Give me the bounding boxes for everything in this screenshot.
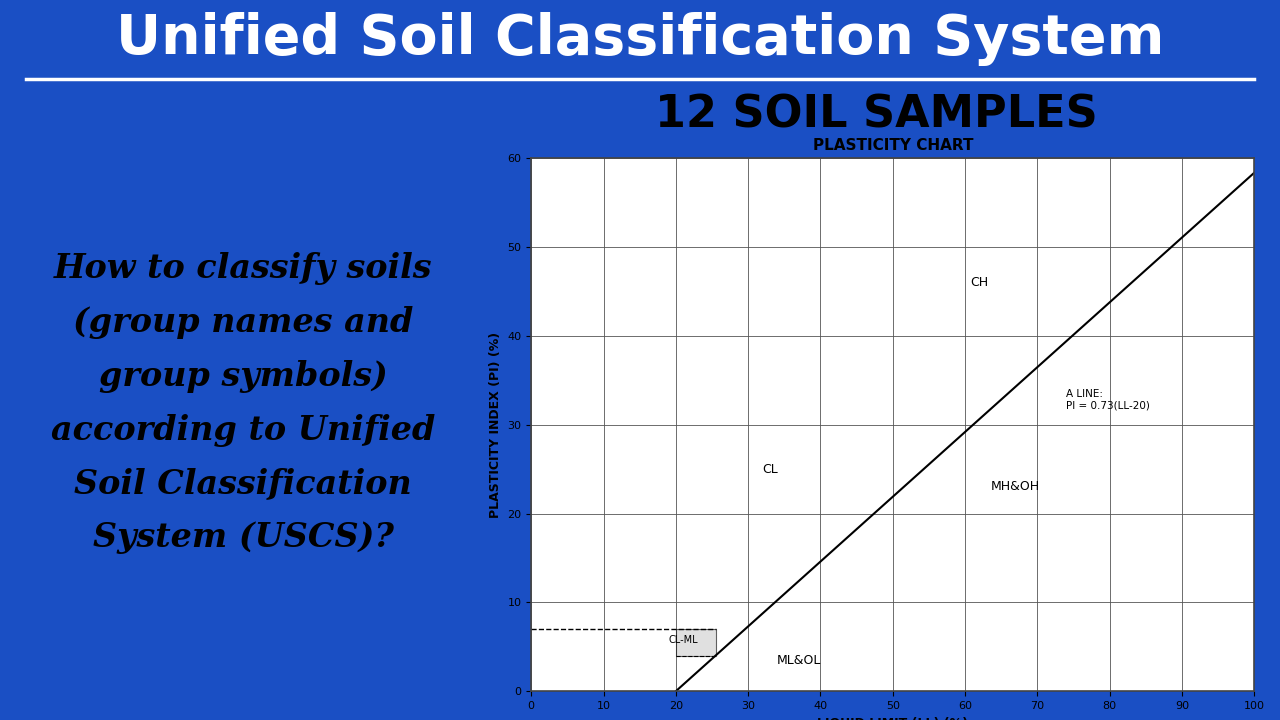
Text: MH&OH: MH&OH (991, 480, 1041, 493)
Title: PLASTICITY CHART: PLASTICITY CHART (813, 138, 973, 153)
Text: How to classify soils
(group names and
group symbols)
according to Unified
Soil : How to classify soils (group names and g… (51, 252, 435, 554)
Text: A LINE:
PI = 0.73(LL-20): A LINE: PI = 0.73(LL-20) (1066, 390, 1151, 411)
Text: 12 SOIL SAMPLES: 12 SOIL SAMPLES (655, 94, 1098, 137)
Y-axis label: PLASTICITY INDEX (PI) (%): PLASTICITY INDEX (PI) (%) (489, 332, 502, 518)
Text: Unified Soil Classification System: Unified Soil Classification System (115, 12, 1165, 66)
Text: CL: CL (762, 463, 778, 476)
Polygon shape (676, 629, 717, 656)
Text: CH: CH (970, 276, 988, 289)
Text: CL-ML: CL-ML (668, 635, 698, 644)
Text: ML&OL: ML&OL (777, 654, 820, 667)
X-axis label: LIQUID LIMIT (LL) (%): LIQUID LIMIT (LL) (%) (818, 716, 968, 720)
